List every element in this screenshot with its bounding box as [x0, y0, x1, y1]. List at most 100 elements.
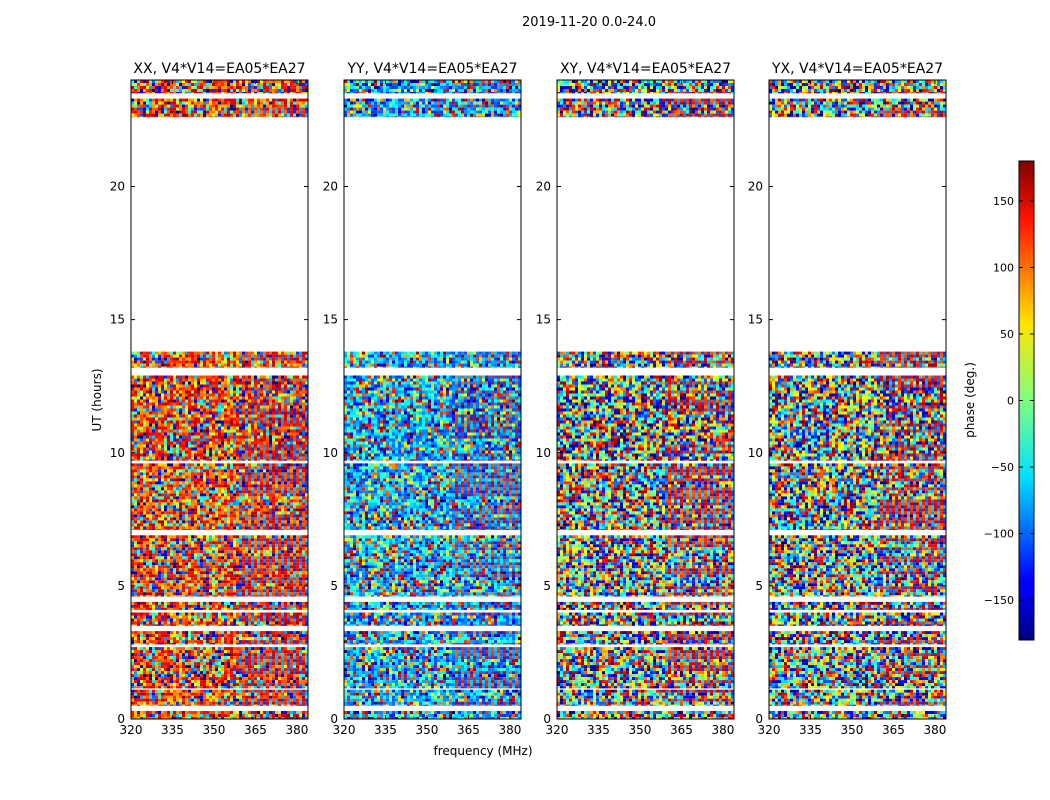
phase-cell — [194, 711, 197, 714]
phase-cell — [167, 625, 170, 626]
phase-cell — [290, 680, 293, 683]
phase-cell — [149, 634, 152, 637]
phase-cell — [236, 705, 239, 706]
phase-cell — [212, 671, 215, 674]
phase-cell — [197, 680, 200, 683]
phase-cell — [185, 653, 188, 656]
phase-cell — [263, 677, 266, 680]
phase-cell — [242, 674, 245, 677]
phase-cell — [242, 650, 245, 653]
phase-cell — [284, 671, 287, 674]
phase-cell — [269, 616, 272, 619]
phase-cell — [254, 640, 257, 643]
phase-cell — [146, 693, 149, 696]
phase-cell — [143, 656, 146, 659]
phase-cell — [260, 696, 263, 699]
phase-cell — [164, 705, 167, 706]
phase-cell — [137, 693, 140, 696]
phase-cell — [182, 625, 185, 626]
phase-cell — [134, 616, 137, 619]
phase-cell — [287, 631, 290, 634]
phase-cell — [293, 671, 296, 674]
phase-cell — [266, 605, 269, 608]
phase-cell — [176, 622, 179, 625]
phase-cell — [233, 683, 236, 686]
phase-cell — [275, 690, 278, 693]
phase-cell — [149, 647, 152, 650]
phase-cell — [146, 619, 149, 622]
phase-cell — [215, 605, 218, 608]
phase-cell — [284, 696, 287, 699]
phase-cell — [248, 690, 251, 693]
phase-cell — [266, 662, 269, 665]
phase-cell — [185, 650, 188, 653]
phase-cell — [134, 613, 137, 616]
phase-cell — [275, 625, 278, 626]
phase-cell — [134, 714, 137, 717]
phase-cell — [278, 640, 281, 643]
phase-cell — [170, 608, 173, 610]
phase-cell — [155, 625, 158, 626]
phase-cell — [173, 680, 176, 683]
phase-cell — [203, 696, 206, 699]
phase-cell — [281, 662, 284, 665]
phase-cell — [251, 653, 254, 656]
phase-cell — [272, 668, 275, 671]
phase-cell — [269, 647, 272, 650]
phase-cell — [230, 690, 233, 693]
phase-cell — [272, 613, 275, 616]
phase-cell — [284, 662, 287, 665]
phase-cell — [209, 690, 212, 693]
phase-cell — [284, 699, 287, 702]
phase-cell — [173, 668, 176, 671]
phase-cell — [137, 650, 140, 653]
phase-cell — [137, 714, 140, 717]
phase-cell — [287, 622, 290, 625]
phase-cell — [161, 659, 164, 662]
phase-cell — [236, 656, 239, 659]
phase-cell — [203, 616, 206, 619]
phase-cell — [149, 656, 152, 659]
phase-cell — [215, 619, 218, 622]
phase-cell — [224, 535, 227, 538]
phase-cell — [218, 631, 221, 634]
phase-cell — [251, 683, 254, 686]
phase-cell — [191, 647, 194, 650]
phase-cell — [140, 711, 143, 714]
phase-cell — [134, 659, 137, 662]
phase-cell — [170, 613, 173, 616]
phase-cell — [167, 677, 170, 680]
phase-cell — [182, 619, 185, 622]
phase-cell — [188, 668, 191, 671]
phase-cell — [251, 677, 254, 680]
phase-cell — [194, 605, 197, 608]
phase-cell — [137, 647, 140, 650]
phase-cell — [296, 650, 299, 653]
phase-cell — [185, 662, 188, 665]
phase-cell — [230, 659, 233, 662]
phase-cell — [248, 640, 251, 643]
phase-cell — [155, 613, 158, 616]
phase-cell — [266, 622, 269, 625]
phase-cell — [206, 643, 209, 644]
phase-cell — [302, 640, 305, 643]
phase-cell — [188, 605, 191, 608]
phase-cell — [155, 656, 158, 659]
phase-cell — [152, 616, 155, 619]
phase-cell — [170, 625, 173, 626]
phase-cell — [212, 619, 215, 622]
phase-cell — [260, 714, 263, 717]
phase-cell — [149, 711, 152, 714]
phase-cell — [197, 693, 200, 696]
phase-cell — [224, 656, 227, 659]
phase-cell — [236, 693, 239, 696]
phase-cell — [173, 659, 176, 662]
phase-cell — [188, 602, 191, 605]
phase-cell — [272, 714, 275, 717]
phase-cell — [290, 705, 293, 706]
phase-cell — [284, 637, 287, 640]
phase-cell — [239, 608, 242, 610]
phase-cell — [230, 677, 233, 680]
phase-cell — [158, 619, 161, 622]
